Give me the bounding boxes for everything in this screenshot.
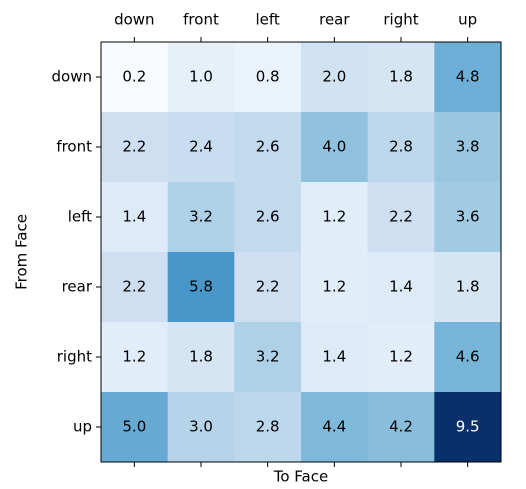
heatmap-cell xyxy=(301,182,369,253)
heatmap-cell xyxy=(167,42,235,113)
cell-label: 1.0 xyxy=(189,68,213,86)
heatmap-cell xyxy=(234,322,302,393)
cell-label: 4.0 xyxy=(322,138,346,156)
x-axis-label: To Face xyxy=(273,468,328,486)
heatmap-cell xyxy=(434,42,502,113)
cell-label: 2.2 xyxy=(122,138,146,156)
y-tick-label: rear xyxy=(62,278,93,296)
cell-label: 1.8 xyxy=(189,348,213,366)
heatmap-cell xyxy=(167,252,235,323)
heatmap-cell xyxy=(367,42,435,113)
cell-label: 2.8 xyxy=(256,418,280,436)
heatmap-cell xyxy=(101,112,169,183)
cell-label: 2.4 xyxy=(189,138,213,156)
cell-label: 4.4 xyxy=(322,418,346,436)
cell-label: 2.2 xyxy=(389,208,413,226)
y-axis-label: From Face xyxy=(13,214,31,290)
heatmap-cell xyxy=(301,392,369,463)
heatmap-cell xyxy=(167,112,235,183)
heatmap-cell xyxy=(434,112,502,183)
heatmap-cell xyxy=(367,112,435,183)
cell-label: 1.2 xyxy=(322,278,346,296)
cell-label: 1.4 xyxy=(389,278,413,296)
x-tick-label: down xyxy=(114,11,154,29)
heatmap-cell xyxy=(434,252,502,323)
heatmap-cell xyxy=(167,392,235,463)
heatmap-cell xyxy=(167,322,235,393)
heatmap-cell xyxy=(434,182,502,253)
cell-label: 2.0 xyxy=(322,68,346,86)
cell-label: 4.8 xyxy=(456,68,480,86)
heatmap-cell xyxy=(301,112,369,183)
heatmap-cell xyxy=(234,392,302,463)
cell-label: 2.6 xyxy=(256,138,280,156)
heatmap-cell xyxy=(234,182,302,253)
x-tick-label: right xyxy=(383,11,418,29)
cell-label: 1.4 xyxy=(122,208,146,226)
heatmap-cell xyxy=(434,322,502,393)
heatmap-cell xyxy=(101,392,169,463)
cell-label: 1.4 xyxy=(322,348,346,366)
cell-label: 3.8 xyxy=(456,138,480,156)
cell-label: 1.8 xyxy=(456,278,480,296)
x-tick-label: front xyxy=(183,11,219,29)
y-tick-label: left xyxy=(68,208,92,226)
heatmap-cell xyxy=(101,42,169,113)
heatmap-cell xyxy=(101,322,169,393)
cell-label: 1.2 xyxy=(322,208,346,226)
heatmap-cell xyxy=(167,182,235,253)
cell-label: 2.8 xyxy=(389,138,413,156)
heatmap-cell xyxy=(301,42,369,113)
y-tick-label: front xyxy=(56,138,92,156)
heatmap-cell xyxy=(301,252,369,323)
cell-label: 3.0 xyxy=(189,418,213,436)
y-tick-label: down xyxy=(52,68,92,86)
heatmap-cell xyxy=(234,112,302,183)
cell-label: 0.8 xyxy=(256,68,280,86)
x-tick-label: up xyxy=(458,11,477,29)
y-tick-label: up xyxy=(73,418,92,436)
cell-label: 0.2 xyxy=(122,68,146,86)
plot-frame xyxy=(100,41,502,463)
cell-label: 4.2 xyxy=(389,418,413,436)
cell-label: 2.2 xyxy=(122,278,146,296)
heatmap-cell xyxy=(367,252,435,323)
cell-label: 3.6 xyxy=(456,208,480,226)
cell-label: 2.6 xyxy=(256,208,280,226)
cell-label: 4.6 xyxy=(456,348,480,366)
cell-label: 1.2 xyxy=(389,348,413,366)
y-tick-label: right xyxy=(57,348,92,366)
heatmap-cell xyxy=(367,182,435,253)
heatmap-cell xyxy=(101,252,169,323)
heatmap-cell xyxy=(301,322,369,393)
cell-label: 1.2 xyxy=(122,348,146,366)
heatmap-cell xyxy=(101,182,169,253)
cell-label: 3.2 xyxy=(189,208,213,226)
heatmap-cell xyxy=(234,252,302,323)
heatmap-cell xyxy=(434,392,502,463)
cell-label: 1.8 xyxy=(389,68,413,86)
cell-label: 5.0 xyxy=(122,418,146,436)
cell-label: 9.5 xyxy=(456,418,480,436)
cell-label: 2.2 xyxy=(256,278,280,296)
x-tick-label: left xyxy=(256,11,280,29)
heatmap-cell xyxy=(367,392,435,463)
x-tick-label: rear xyxy=(319,11,350,29)
heatmap-cell xyxy=(234,42,302,113)
cell-label: 3.2 xyxy=(256,348,280,366)
heatmap-cell xyxy=(367,322,435,393)
cell-label: 5.8 xyxy=(189,278,213,296)
